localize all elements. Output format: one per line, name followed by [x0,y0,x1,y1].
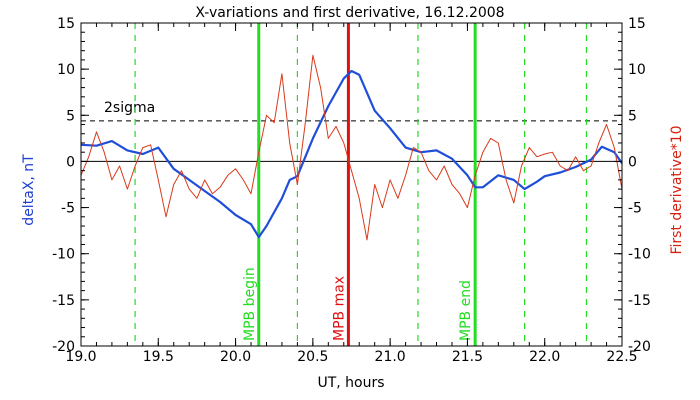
y-tick-label-left-6: -15 [52,293,75,309]
y-tick-label-left-2: 5 [66,108,75,124]
y-tick-label-right-1: 10 [628,62,646,78]
y-tick-label-right-5: -10 [628,247,651,263]
y-tick-label-right-0: 15 [628,16,646,32]
y-axis-label-right: First derivative*10 [669,125,685,254]
x-tick-label-3: 20.5 [297,349,328,365]
y-tick-label-left-7: -20 [52,339,75,355]
x-tick-label-1: 19.5 [143,349,174,365]
y-tick-label-right-6: -15 [628,293,651,309]
x-axis-label: UT, hours [317,375,384,391]
x-tick-label-5: 21.5 [452,349,483,365]
sigma-label: 2sigma [104,100,155,116]
y-tick-label-left-5: -10 [52,247,75,263]
x-tick-label-7: 22.5 [606,349,637,365]
y-tick-label-left-0: 15 [57,16,75,32]
y-tick-label-left-3: 0 [66,154,75,170]
y-tick-label-right-3: 0 [628,154,637,170]
y-tick-label-right-7: -20 [628,339,651,355]
x-tick-label-0: 19.0 [65,349,96,365]
axis-ticks: 19.0 19.5 20.0 20.5 21.0 21.5 22.0 22.5 15 10 5 0 -5… [52,16,651,365]
x-tick-label-6: 22.0 [529,349,560,365]
marker-label-0: MPB begin [242,267,258,341]
y-tick-label-right-2: 5 [628,108,637,124]
series-line-derivative [80,54,623,241]
marker-label-2: MPB end [458,280,474,341]
x-tick-label-4: 21.0 [375,349,406,365]
plot-frame [80,22,623,347]
y-tick-label-right-4: -5 [628,201,642,217]
marker-label-1: MPB max [331,276,347,341]
chart-title: X-variations and first derivative, 16.12… [195,5,504,21]
y-tick-label-left-1: 10 [57,62,75,78]
series-line-deltax [80,69,623,239]
plot-area: 2sigma MPB begin MPB max MPB end [80,23,623,346]
y-axis-label-left: deltaX, nT [21,154,37,226]
y-tick-label-left-4: -5 [61,201,75,217]
x-tick-label-2: 20.0 [220,349,251,365]
